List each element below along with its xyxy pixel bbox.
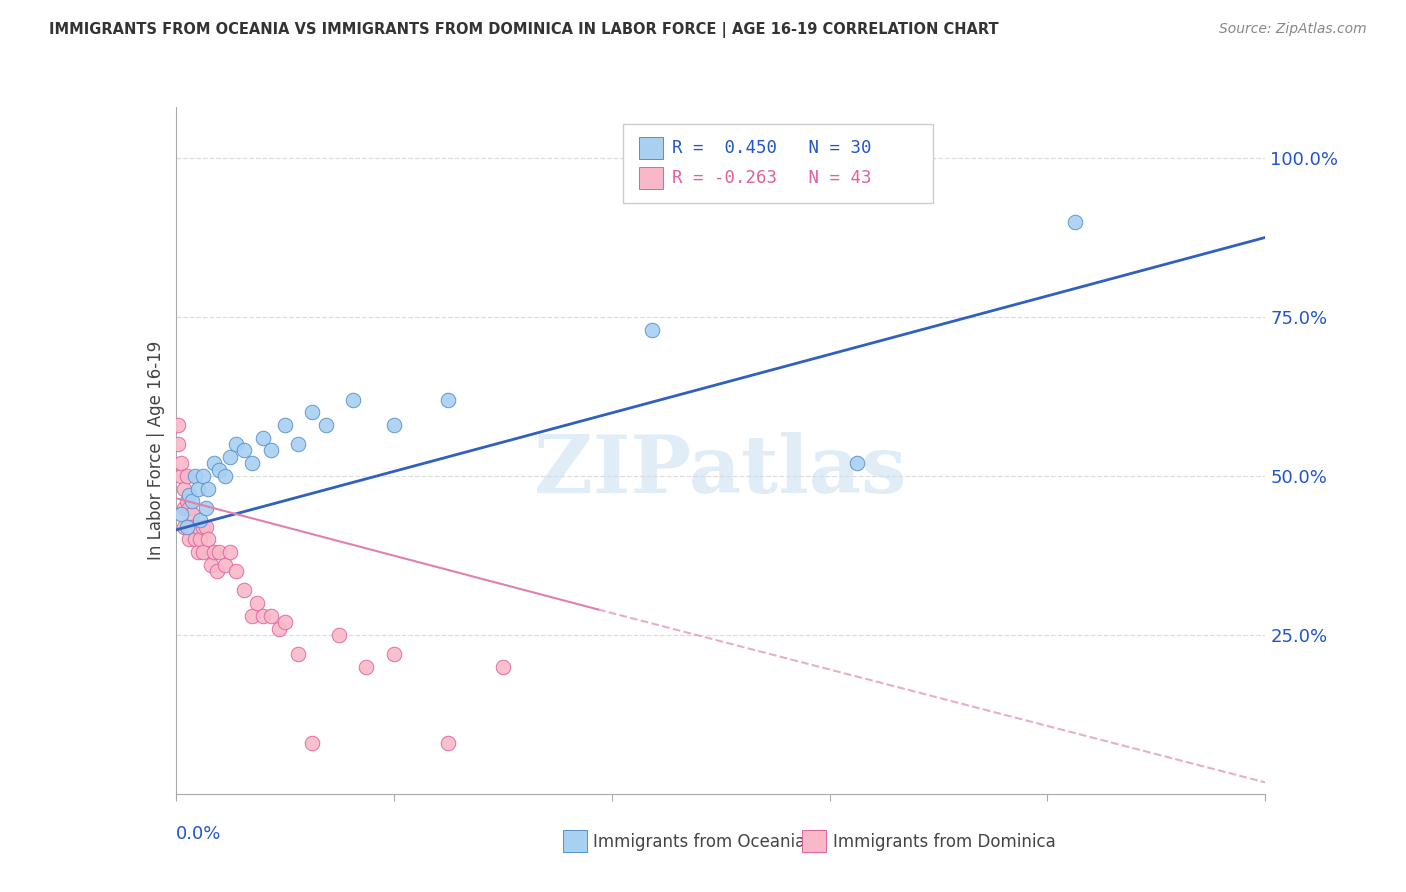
Point xyxy=(382,417,405,432)
Point xyxy=(188,513,211,527)
Point xyxy=(232,443,254,458)
Point xyxy=(641,323,664,337)
Point xyxy=(179,500,201,515)
Point xyxy=(181,520,204,534)
Point xyxy=(492,659,515,673)
Point xyxy=(194,500,217,515)
Point xyxy=(437,736,460,750)
Point xyxy=(170,507,193,521)
Point xyxy=(176,469,198,483)
Point xyxy=(184,533,207,547)
Point xyxy=(167,417,190,432)
Text: IMMIGRANTS FROM OCEANIA VS IMMIGRANTS FROM DOMINICA IN LABOR FORCE | AGE 16-19 C: IMMIGRANTS FROM OCEANIA VS IMMIGRANTS FR… xyxy=(49,22,998,38)
Point xyxy=(202,545,225,559)
Point xyxy=(240,608,263,623)
Text: Immigrants from Dominica: Immigrants from Dominica xyxy=(832,833,1056,851)
Point xyxy=(186,545,209,559)
Point xyxy=(240,456,263,470)
Point xyxy=(170,469,193,483)
Point xyxy=(328,628,350,642)
Point xyxy=(437,392,460,407)
Point xyxy=(225,564,247,578)
Point xyxy=(179,488,201,502)
Point xyxy=(202,456,225,470)
Point xyxy=(287,437,309,451)
Point xyxy=(179,520,201,534)
Point xyxy=(301,736,323,750)
Point xyxy=(269,622,291,636)
Point xyxy=(287,647,309,661)
Point xyxy=(274,417,297,432)
Point xyxy=(173,482,195,496)
Bar xyxy=(638,136,662,159)
Point xyxy=(194,520,217,534)
Point xyxy=(214,469,236,483)
Point xyxy=(191,469,214,483)
Point xyxy=(170,456,193,470)
Point xyxy=(655,157,678,171)
Point xyxy=(200,558,222,572)
Text: R = -0.263   N = 43: R = -0.263 N = 43 xyxy=(672,169,872,187)
Point xyxy=(176,520,198,534)
Point xyxy=(181,507,204,521)
Point xyxy=(208,545,231,559)
Point xyxy=(191,545,214,559)
Point xyxy=(205,564,228,578)
Point xyxy=(342,392,364,407)
Point xyxy=(184,469,207,483)
Text: R =  0.450   N = 30: R = 0.450 N = 30 xyxy=(672,138,872,157)
Point xyxy=(191,520,214,534)
Point xyxy=(301,405,323,419)
Point xyxy=(219,545,242,559)
Text: Source: ZipAtlas.com: Source: ZipAtlas.com xyxy=(1219,22,1367,37)
Point xyxy=(214,558,236,572)
Point xyxy=(176,494,198,508)
Point xyxy=(219,450,242,464)
Text: Immigrants from Oceania: Immigrants from Oceania xyxy=(593,833,806,851)
Point xyxy=(188,533,211,547)
Point xyxy=(845,456,868,470)
Point xyxy=(197,482,219,496)
Point xyxy=(179,533,201,547)
Bar xyxy=(803,830,827,852)
Point xyxy=(173,520,195,534)
Point xyxy=(186,520,209,534)
Point xyxy=(186,482,209,496)
Point xyxy=(181,494,204,508)
Point xyxy=(208,462,231,476)
Y-axis label: In Labor Force | Age 16-19: In Labor Force | Age 16-19 xyxy=(146,341,165,560)
Point xyxy=(246,596,269,610)
Point xyxy=(252,608,274,623)
Point xyxy=(252,431,274,445)
Point xyxy=(167,437,190,451)
Point xyxy=(274,615,297,630)
Point xyxy=(173,500,195,515)
FancyBboxPatch shape xyxy=(623,124,934,203)
Point xyxy=(197,533,219,547)
Point xyxy=(232,583,254,598)
Bar xyxy=(562,830,586,852)
Point xyxy=(260,443,283,458)
Point xyxy=(225,437,247,451)
Bar xyxy=(638,168,662,189)
Point xyxy=(382,647,405,661)
Point xyxy=(315,417,337,432)
Point xyxy=(260,608,283,623)
Text: 0.0%: 0.0% xyxy=(176,825,221,843)
Point xyxy=(356,659,378,673)
Text: ZIPatlas: ZIPatlas xyxy=(534,432,907,510)
Point xyxy=(1063,214,1085,228)
